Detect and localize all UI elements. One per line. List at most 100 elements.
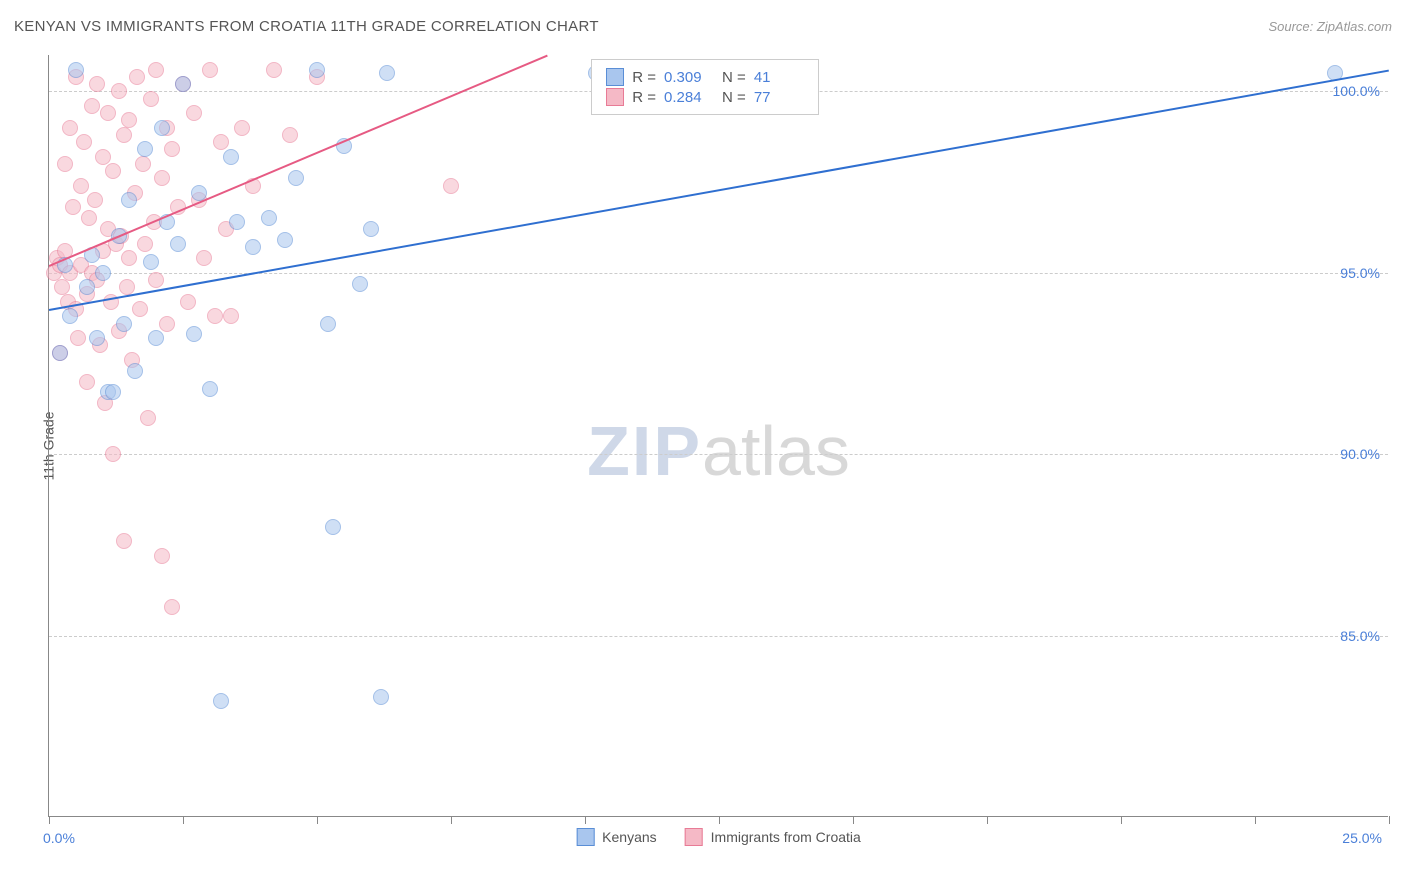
data-point [373,689,389,705]
data-point [116,316,132,332]
stat-r-value: 0.309 [664,69,714,86]
x-tick [1389,816,1390,824]
x-tick [987,816,988,824]
data-point [121,112,137,128]
data-point [62,120,78,136]
stat-r-value: 0.284 [664,89,714,106]
data-point [202,62,218,78]
data-point [261,210,277,226]
stat-n-value: 77 [754,89,804,106]
source-label: Source: ZipAtlas.com [1268,19,1392,34]
data-point [164,599,180,615]
data-point [140,410,156,426]
data-point [79,279,95,295]
data-point [137,236,153,252]
watermark-zip: ZIP [587,412,702,490]
data-point [379,65,395,81]
watermark: ZIPatlas [587,411,850,491]
stats-box: R = 0.309 N = 41 R = 0.284 N = 77 [591,59,819,115]
data-point [87,192,103,208]
data-point [143,254,159,270]
data-point [229,214,245,230]
data-point [121,250,137,266]
data-point [95,149,111,165]
data-point [170,236,186,252]
data-point [196,250,212,266]
stat-r-label: R = [632,89,656,106]
x-tick [1255,816,1256,824]
title-bar: KENYAN VS IMMIGRANTS FROM CROATIA 11TH G… [14,18,1392,35]
x-tick [585,816,586,824]
data-point [57,156,73,172]
data-point [68,62,84,78]
legend-label: Kenyans [602,829,656,845]
data-point [105,163,121,179]
data-point [213,693,229,709]
bottom-legend: Kenyans Immigrants from Croatia [576,828,861,846]
gridline [49,454,1388,455]
stat-n-value: 41 [754,69,804,86]
legend-swatch [606,88,624,106]
stat-r-label: R = [632,69,656,86]
data-point [154,548,170,564]
data-point [111,83,127,99]
data-point [325,519,341,535]
watermark-atlas: atlas [702,412,850,490]
data-point [282,127,298,143]
data-point [223,149,239,165]
data-point [175,76,191,92]
data-point [105,446,121,462]
data-point [202,381,218,397]
data-point [76,134,92,150]
stats-row: R = 0.284 N = 77 [606,88,804,106]
legend-swatch [685,828,703,846]
x-label-min: 0.0% [43,830,75,846]
y-tick-label: 90.0% [1340,446,1380,462]
data-point [62,308,78,324]
data-point [52,345,68,361]
data-point [320,316,336,332]
data-point [132,301,148,317]
data-point [288,170,304,186]
data-point [159,316,175,332]
x-tick [853,816,854,824]
legend-item: Kenyans [576,828,656,846]
stat-n-label: N = [722,89,746,106]
data-point [154,170,170,186]
data-point [119,279,135,295]
data-point [135,156,151,172]
data-point [95,265,111,281]
data-point [148,272,164,288]
data-point [245,239,261,255]
data-point [79,374,95,390]
data-point [105,384,121,400]
data-point [84,98,100,114]
data-point [234,120,250,136]
data-point [277,232,293,248]
data-point [121,192,137,208]
data-point [137,141,153,157]
plot-area: ZIPatlas 85.0%90.0%95.0%100.0%0.0%25.0%R… [48,55,1388,817]
data-point [65,199,81,215]
data-point [148,62,164,78]
data-point [186,105,202,121]
data-point [352,276,368,292]
data-point [186,326,202,342]
data-point [309,62,325,78]
data-point [266,62,282,78]
data-point [223,308,239,324]
data-point [180,294,196,310]
data-point [70,330,86,346]
data-point [100,105,116,121]
x-tick [719,816,720,824]
data-point [207,308,223,324]
y-tick-label: 85.0% [1340,628,1380,644]
x-tick [451,816,452,824]
chart-title: KENYAN VS IMMIGRANTS FROM CROATIA 11TH G… [14,18,599,35]
legend-item: Immigrants from Croatia [685,828,861,846]
legend-swatch [576,828,594,846]
gridline [49,636,1388,637]
data-point [73,178,89,194]
data-point [116,533,132,549]
data-point [89,76,105,92]
